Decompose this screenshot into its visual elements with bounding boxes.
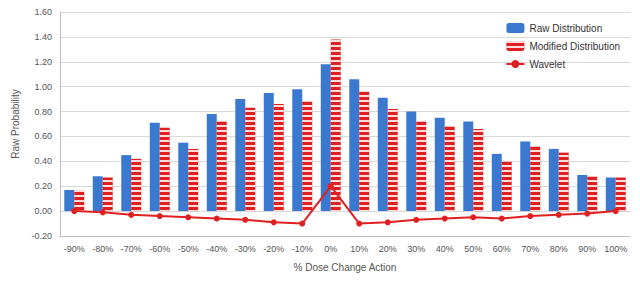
svg-text:-10%: -10% [292,244,313,254]
svg-text:10%: 10% [350,244,368,254]
svg-text:-90%: -90% [64,244,85,254]
svg-text:30%: 30% [407,244,425,254]
svg-text:70%: 70% [521,244,539,254]
svg-text:Raw Probability: Raw Probability [10,89,21,158]
svg-text:1.00: 1.00 [34,82,52,92]
svg-text:50%: 50% [464,244,482,254]
svg-text:-60%: -60% [149,244,170,254]
svg-text:0.40: 0.40 [34,156,52,166]
svg-text:Raw Distribution: Raw Distribution [529,23,602,34]
svg-text:20%: 20% [379,244,397,254]
svg-text:90%: 90% [578,244,596,254]
svg-text:-80%: -80% [92,244,113,254]
svg-text:1.20: 1.20 [34,57,52,67]
svg-text:-0.20: -0.20 [31,231,52,241]
svg-text:1.40: 1.40 [34,32,52,42]
svg-text:-70%: -70% [121,244,142,254]
svg-text:100%: 100% [604,244,627,254]
svg-text:0.60: 0.60 [34,131,52,141]
svg-text:0.80: 0.80 [34,107,52,117]
svg-text:0.20: 0.20 [34,181,52,191]
svg-text:-20%: -20% [263,244,284,254]
svg-text:1.60: 1.60 [34,7,52,17]
svg-text:0.00: 0.00 [34,206,52,216]
svg-text:60%: 60% [493,244,511,254]
svg-text:-30%: -30% [235,244,256,254]
svg-text:40%: 40% [436,244,454,254]
svg-text:Modified Distribution: Modified Distribution [529,41,620,52]
svg-text:Wavelet: Wavelet [529,59,565,70]
svg-text:-50%: -50% [178,244,199,254]
svg-text:% Dose Change Action: % Dose Change Action [294,262,397,273]
svg-text:80%: 80% [550,244,568,254]
svg-text:0%: 0% [324,244,337,254]
svg-text:-40%: -40% [206,244,227,254]
